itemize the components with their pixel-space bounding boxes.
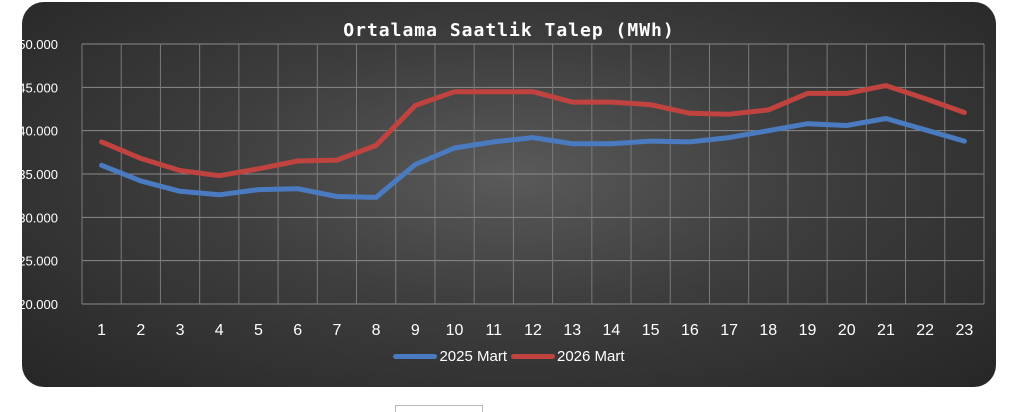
grid (81, 43, 985, 305)
y-tick-label: 35.000 (22, 167, 58, 182)
x-tick-label: 17 (720, 322, 738, 339)
legend: 2025 Mart 2026 Mart (22, 348, 996, 365)
y-tick-label: 50.000 (22, 37, 58, 52)
legend-label-2026: 2026 Mart (557, 348, 625, 365)
x-tick-label: 7 (332, 322, 341, 339)
x-tick-label: 19 (799, 322, 817, 339)
x-tick-label: 15 (642, 322, 660, 339)
y-tick-label: 25.000 (22, 254, 58, 269)
x-tick-label: 3 (176, 322, 185, 339)
x-axis-ticks: 1 2 3 4 5 6 7 8 9 10 11 12 13 14 15 16 17 18 19 20 21 22 23 (97, 322, 973, 339)
legend-swatch-2025 (393, 354, 438, 359)
y-tick-label: 20.000 (22, 297, 58, 312)
x-tick-label: 12 (524, 322, 542, 339)
x-tick-label: 14 (603, 322, 621, 339)
x-tick-label: 5 (254, 322, 263, 339)
x-tick-label: 18 (759, 322, 777, 339)
x-tick-label: 1 (97, 322, 106, 339)
x-tick-label: 22 (916, 322, 934, 339)
series-line-2026 (99, 83, 967, 179)
x-tick-label: 21 (877, 322, 895, 339)
legend-swatch-2026 (511, 354, 555, 359)
x-tick-label: 9 (411, 322, 420, 339)
chart-title: Ortalama Saatlik Talep (MWh) (343, 20, 675, 41)
x-tick-label: 8 (372, 322, 381, 339)
x-tick-label: 11 (485, 322, 502, 339)
x-tick-label: 16 (681, 322, 699, 339)
x-tick-label: 23 (955, 322, 973, 339)
legend-item-2026: 2026 Mart (511, 348, 625, 365)
x-tick-label: 13 (563, 322, 581, 339)
legend-label-2025: 2025 Mart (439, 348, 507, 365)
y-axis-ticks: 20.000 25.000 30.000 35.000 40.000 45.000 50.0… (22, 37, 58, 312)
series-lines (99, 83, 967, 200)
chart-card: 20.000 25.000 30.000 35.000 40.000 45.000 50.0… (22, 2, 996, 387)
x-tick-label: 4 (215, 322, 224, 339)
line-chart: 20.000 25.000 30.000 35.000 40.000 45.000 50.0… (22, 37, 985, 339)
series-line-2025 (99, 116, 967, 200)
x-tick-label: 10 (446, 322, 464, 339)
y-tick-label: 45.000 (22, 80, 58, 95)
partial-box (395, 405, 483, 412)
y-tick-label: 40.000 (22, 124, 58, 139)
y-tick-label: 30.000 (22, 210, 58, 225)
x-tick-label: 6 (293, 322, 302, 339)
legend-item-2025: 2025 Mart (393, 348, 507, 365)
x-tick-label: 20 (838, 322, 856, 339)
x-tick-label: 2 (136, 322, 145, 339)
